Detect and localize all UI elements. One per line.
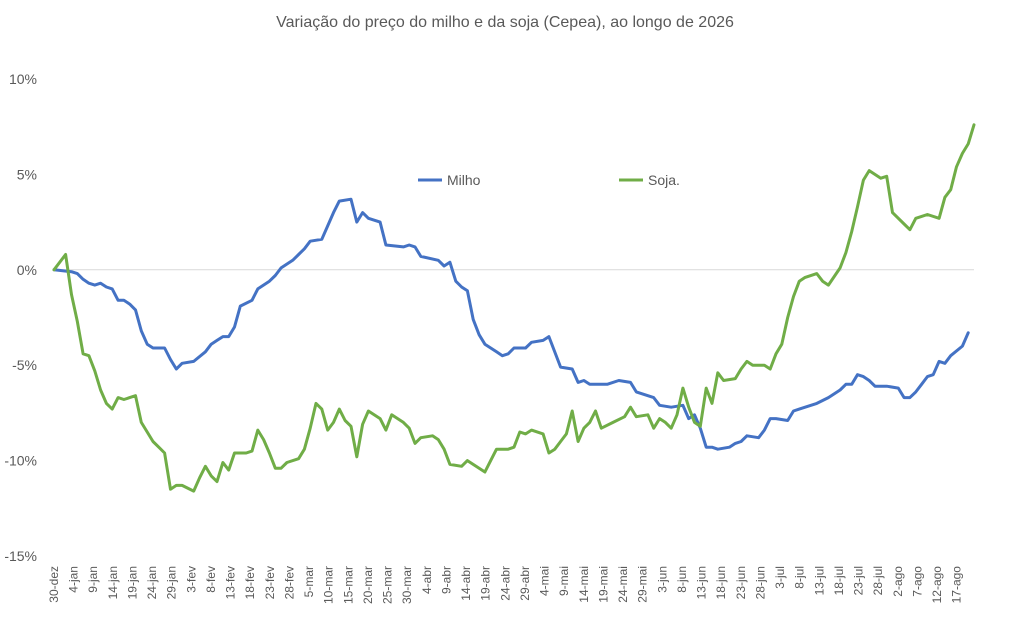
x-tick-label: 8-fev bbox=[204, 566, 218, 593]
x-tick-label: 13-fev bbox=[224, 566, 238, 599]
x-tick-label: 3-jun bbox=[655, 566, 669, 593]
x-tick-label: 18-fev bbox=[243, 566, 257, 599]
x-tick-label: 4-mai bbox=[538, 566, 552, 596]
x-tick-label: 14-mai bbox=[577, 566, 591, 603]
x-tick-label: 24-mai bbox=[616, 566, 630, 603]
x-tick-label: 13-jun bbox=[695, 566, 709, 599]
x-tick-label: 24-abr bbox=[498, 566, 512, 601]
x-tick-label: 9-abr bbox=[439, 566, 453, 594]
legend-label: Soja. bbox=[648, 172, 680, 188]
x-tick-label: 8-jun bbox=[675, 566, 689, 593]
x-tick-label: 10-mar bbox=[322, 566, 336, 604]
series-line-soja bbox=[52, 123, 976, 493]
x-tick-label: 28-fev bbox=[282, 566, 296, 599]
x-tick-label: 19-abr bbox=[479, 566, 493, 601]
x-tick-label: 19-jan bbox=[125, 566, 139, 599]
legend: Milho Soja. bbox=[418, 172, 680, 188]
x-tick-label: 4-abr bbox=[420, 566, 434, 594]
x-tick-label: 7-ago bbox=[910, 566, 924, 597]
x-tick-label: 23-jul bbox=[852, 566, 866, 595]
x-tick-label: 25-mar bbox=[381, 566, 395, 604]
x-tick-label: 24-jan bbox=[145, 566, 159, 599]
x-tick-label: 12-ago bbox=[930, 566, 944, 604]
x-tick-label: 13-jul bbox=[812, 566, 826, 595]
x-tick-label: 29-mai bbox=[636, 566, 650, 603]
x-tick-label: 14-abr bbox=[459, 566, 473, 601]
y-tick-label: -15% bbox=[4, 548, 37, 564]
x-tick-label: 15-mar bbox=[341, 566, 355, 604]
x-tick-label: 8-jul bbox=[793, 566, 807, 589]
series-line-milho bbox=[52, 197, 970, 451]
x-tick-label: 28-jul bbox=[871, 566, 885, 595]
chart-title: Variação do preço do milho e da soja (Ce… bbox=[276, 14, 734, 31]
x-tick-label: 3-fev bbox=[184, 566, 198, 593]
y-tick-label: 10% bbox=[9, 71, 37, 87]
x-tick-label: 23-fev bbox=[263, 566, 277, 599]
x-tick-label: 18-jul bbox=[832, 566, 846, 595]
x-tick-label: 18-jun bbox=[714, 566, 728, 599]
x-tick-label: 4-jan bbox=[67, 566, 81, 593]
x-tick-label: 3-jul bbox=[773, 566, 787, 589]
legend-label: Milho bbox=[447, 172, 481, 188]
x-tick-label: 29-jan bbox=[165, 566, 179, 599]
x-tick-label: 30-mar bbox=[400, 566, 414, 604]
y-axis: 10% 5% 0% -5% -10% -15% bbox=[4, 71, 37, 564]
x-tick-label: 30-dez bbox=[47, 566, 61, 603]
y-tick-label: -5% bbox=[12, 357, 37, 373]
y-tick-label: 0% bbox=[17, 262, 37, 278]
x-tick-label: 9-mai bbox=[557, 566, 571, 596]
x-tick-label: 29-abr bbox=[518, 566, 532, 601]
y-tick-label: 5% bbox=[17, 166, 37, 182]
x-tick-label: 20-mar bbox=[361, 566, 375, 604]
y-tick-label: -10% bbox=[4, 453, 37, 469]
x-tick-label: 9-jan bbox=[86, 566, 100, 593]
x-tick-label: 28-jun bbox=[753, 566, 767, 599]
series-layer bbox=[52, 123, 976, 493]
x-tick-label: 2-ago bbox=[891, 566, 905, 597]
x-tick-label: 23-jun bbox=[734, 566, 748, 599]
x-tick-label: 17-ago bbox=[950, 566, 964, 604]
x-tick-label: 14-jan bbox=[106, 566, 120, 599]
x-tick-label: 5-mar bbox=[302, 566, 316, 597]
x-axis: 30-dez 4-jan 9-jan 14-jan 19-jan 24-jan 29-jan… bbox=[47, 566, 964, 604]
x-tick-label: 19-mai bbox=[596, 566, 610, 603]
